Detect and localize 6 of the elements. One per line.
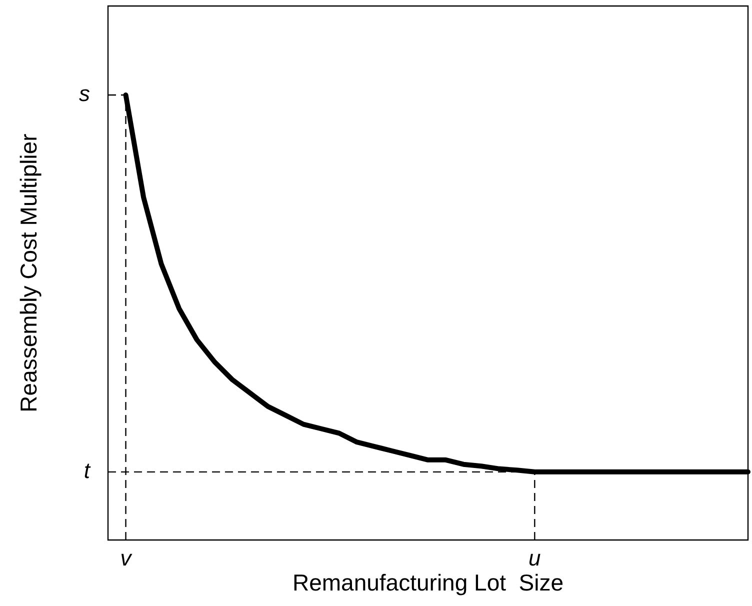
ref-line-label: s [79, 81, 90, 106]
x-tick-label: v [120, 545, 134, 570]
ref-line-label: t [84, 458, 91, 484]
x-axis-title: Remanufacturing Lot Size [292, 570, 564, 596]
y-axis-title: Reassembly Cost Multiplier [15, 133, 42, 412]
x-tick-label: u [528, 545, 541, 570]
